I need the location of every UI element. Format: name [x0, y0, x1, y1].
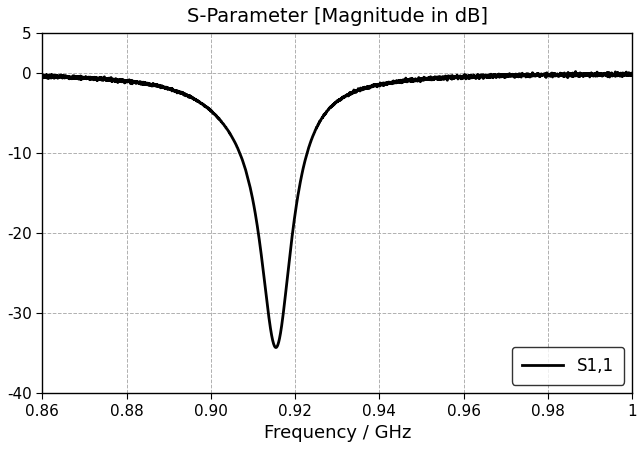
S1,1 [106, 78, 113, 83]
S1,1 [290, 217, 298, 223]
S1,1 [629, 71, 636, 77]
S1,1 [265, 312, 272, 317]
S1,1 [272, 345, 280, 350]
X-axis label: Frequency / GHz: Frequency / GHz [263, 424, 411, 442]
Line: S1,1: S1,1 [43, 71, 632, 348]
Title: S-Parameter [Magnitude in dB]: S-Parameter [Magnitude in dB] [187, 7, 488, 26]
S1,1 [140, 82, 148, 87]
S1,1 [553, 71, 561, 76]
S1,1 [617, 71, 625, 77]
Legend: S1,1: S1,1 [512, 347, 624, 385]
S1,1 [39, 72, 46, 78]
S1,1 [572, 69, 580, 74]
